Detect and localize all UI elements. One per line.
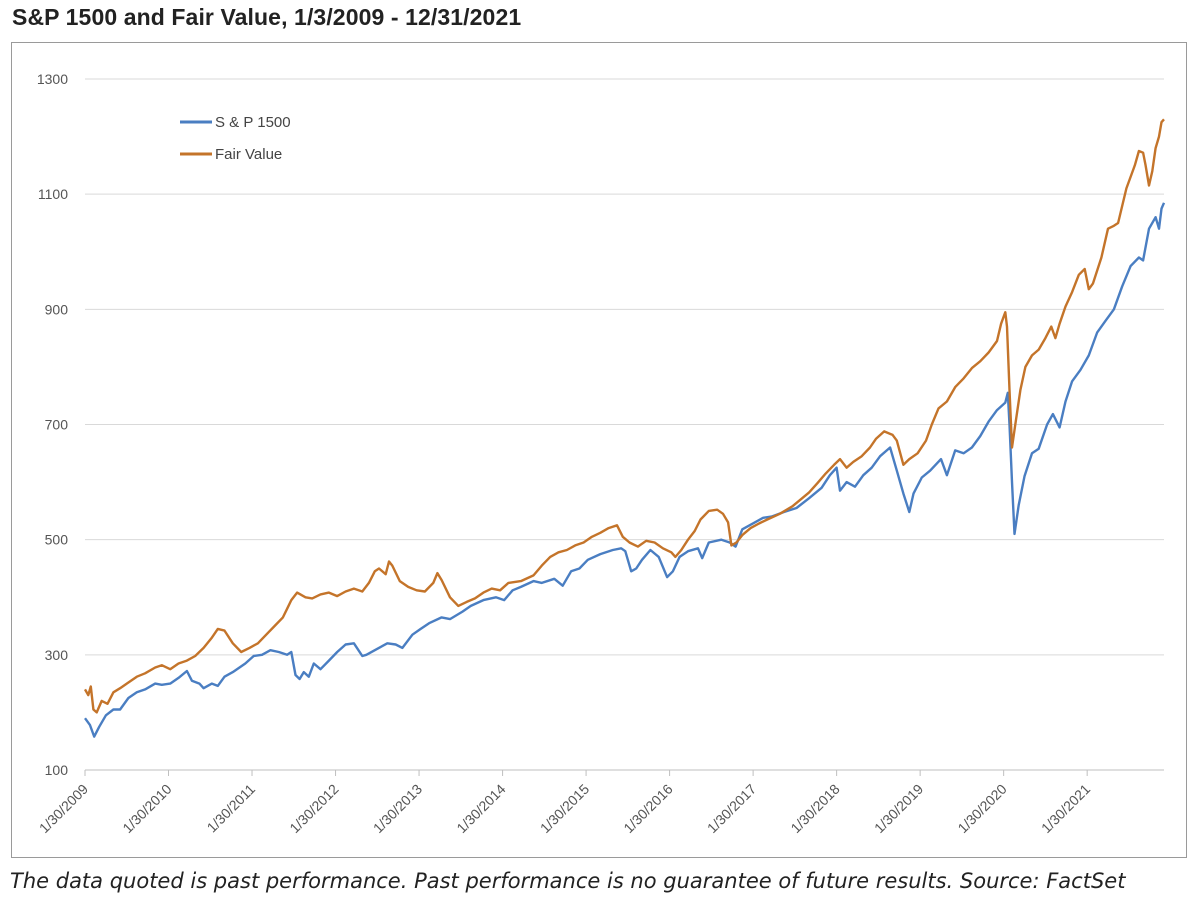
- y-tick-label: 300: [45, 647, 69, 663]
- y-tick-label: 100: [45, 762, 69, 778]
- y-tick-label: 1100: [38, 186, 68, 202]
- series-line-fair-value: [83, 118, 1165, 714]
- chart-title: S&P 1500 and Fair Value, 1/3/2009 - 12/3…: [12, 4, 522, 30]
- legend-label: S & P 1500: [215, 114, 291, 131]
- x-tick-label: 1/30/2009: [36, 781, 92, 837]
- x-tick-label: 1/30/2015: [537, 781, 593, 837]
- source-footnote: The data quoted is past performance. Pas…: [10, 869, 1126, 893]
- x-tick-label: 1/30/2018: [787, 781, 843, 837]
- x-tick-label: 1/30/2021: [1038, 781, 1094, 837]
- x-tick-label: 1/30/2016: [620, 781, 676, 837]
- legend: S & P 1500 Fair Value: [180, 114, 291, 163]
- x-axis: 1/30/2009 1/30/2010 1/30/2011 1/30/2012 1/30…: [36, 769, 1164, 837]
- x-tick-label: 1/30/2012: [286, 781, 342, 837]
- series-line-sp1500: [84, 202, 1166, 738]
- y-axis: 100 300 500 700 900 1100 1300: [37, 71, 68, 778]
- series-lines: [83, 118, 1166, 738]
- x-tick-label: 1/30/2010: [119, 781, 175, 837]
- y-tick-label: 700: [45, 417, 69, 433]
- x-tick-label: 1/30/2013: [370, 781, 426, 837]
- x-tick-label: 1/30/2011: [204, 781, 259, 836]
- y-tick-label: 1300: [37, 71, 68, 87]
- y-tick-label: 500: [45, 532, 69, 548]
- y-tick-label: 900: [45, 301, 69, 317]
- gridlines: [85, 78, 1164, 771]
- x-tick-label: 1/30/2020: [954, 781, 1010, 837]
- legend-label: Fair Value: [215, 146, 282, 163]
- x-tick-label: 1/30/2019: [871, 781, 927, 837]
- x-tick-label: 1/30/2017: [704, 781, 760, 837]
- x-tick-label: 1/30/2014: [453, 781, 509, 837]
- chart-frame: 100 300 500 700 900 1100 1300 1/30/2009 1/30/20…: [11, 42, 1187, 858]
